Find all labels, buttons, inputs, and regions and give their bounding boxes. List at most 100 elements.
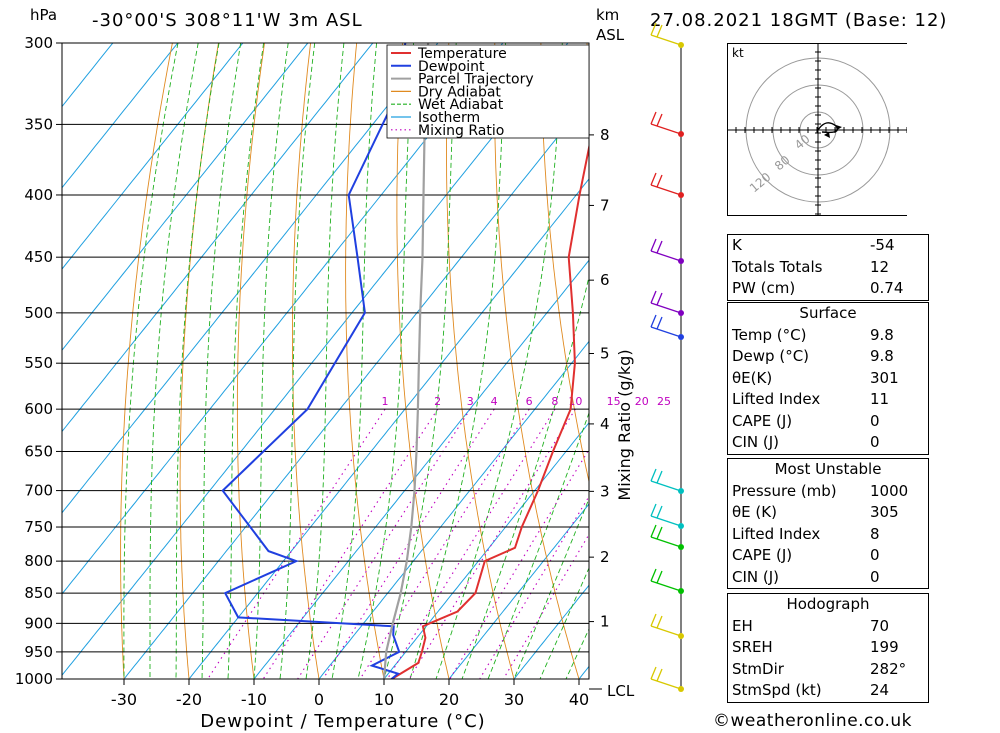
hodograph-stat-value: 24 [870, 681, 890, 699]
mixing-ratio-line [262, 408, 439, 679]
wind-barb [650, 515, 682, 527]
mixing-ratio-label: 25 [657, 395, 671, 408]
background-lines [62, 43, 720, 679]
height-unit-label: km [596, 6, 619, 24]
surface-value: 0 [870, 411, 880, 430]
mixing-ratio-label: 3 [467, 395, 474, 408]
height-tick-label: 4 [600, 415, 610, 433]
wind-barb [650, 678, 682, 690]
dewpoint-line [221, 43, 407, 679]
mixing-ratio-line [386, 408, 556, 679]
wet-adiabat-line [279, 43, 316, 679]
legend-entry: Parcel Trajectory [418, 72, 534, 88]
profiles [221, 43, 589, 679]
isotherm-line [62, 43, 439, 514]
pressure-label: 400 [24, 186, 53, 204]
legend-entry: Wet Adiabat [418, 97, 504, 113]
height-tick-label: 2 [600, 548, 610, 566]
mixing-ratio-label: 1 [382, 395, 389, 408]
height-tick-label: 1 [600, 613, 610, 631]
wind-barb-flag [650, 503, 657, 517]
most-unstable-value: 8 [870, 524, 880, 543]
hodograph-unit: kt [732, 46, 744, 60]
index-value: -54 [870, 236, 895, 254]
pressure-label: 500 [24, 304, 53, 322]
wind-barb [650, 536, 682, 548]
mixing-ratio-label: 20 [635, 395, 649, 408]
pressure-label: 550 [24, 354, 53, 372]
index-row: K -54 [728, 235, 928, 257]
wind-barb-flag [650, 666, 657, 680]
wet-adiabat-line [201, 43, 242, 679]
most-unstable-value: 305 [870, 503, 899, 521]
hodograph-stat-row: StmDir 282° [728, 659, 928, 681]
isotherm-line [62, 43, 309, 352]
hodograph-stat-row: EH 70 [728, 616, 928, 638]
isotherm-line [62, 43, 244, 270]
mixing-ratio-label: 4 [491, 395, 498, 408]
wind-barb [650, 625, 682, 637]
parcel-trajectory-line [382, 43, 430, 679]
wind-barb-flag [650, 238, 657, 252]
wind-barb-flag [656, 505, 663, 519]
wind-barb [650, 184, 682, 196]
pressure-label: 700 [24, 482, 53, 500]
temperature-tick-label: -20 [176, 690, 202, 709]
legend-entry: Dry Adiabat [418, 84, 501, 100]
indices-panel: K -54 Totals Totals 12 PW (cm) 0.74 [727, 234, 929, 301]
x-axis-title: Dewpoint / Temperature (°C) [200, 711, 485, 732]
hodograph-stat-label: StmSpd (kt) [732, 681, 822, 699]
temperature-tick-label: -30 [111, 690, 137, 709]
hodograph-stats-panel: Hodograph EH 70 SREH 199 StmDir 282° StmSpd (k… [727, 593, 929, 703]
hodograph-stat-value: 70 [870, 616, 890, 635]
pressure-label: 750 [24, 518, 53, 536]
wet-adiabat-line [539, 567, 589, 679]
lcl-label: LCL [607, 682, 635, 700]
mixing-ratio-label: 2 [434, 395, 441, 408]
most-unstable-row: CIN (J) 0 [728, 567, 928, 589]
mixing-ratio-line [359, 408, 530, 679]
hodograph-stat-value: 282° [870, 659, 907, 678]
wind-barb [650, 34, 682, 46]
pressure-label: 850 [24, 584, 53, 602]
pressure-label: 1000 [15, 670, 53, 688]
temperature-tick-label: -10 [241, 690, 267, 709]
surface-row: CIN (J) 0 [728, 432, 928, 454]
pressure-label: 300 [24, 34, 53, 52]
wind-barb-flag [656, 292, 663, 306]
index-label: PW (cm) [732, 279, 796, 297]
surface-row: Lifted Index 11 [728, 389, 928, 411]
surface-value: 301 [870, 368, 899, 387]
hodograph-trace [817, 122, 839, 134]
surface-value: 0 [870, 433, 880, 451]
surface-label: Temp (°C) [732, 325, 807, 344]
wind-profile [650, 22, 684, 692]
most-unstable-row: Lifted Index 8 [728, 524, 928, 546]
wet-adiabat-line [331, 43, 378, 679]
dry-adiabat-line [633, 43, 720, 679]
wind-barb [650, 326, 682, 338]
temperature-line [390, 142, 589, 679]
dry-adiabat-line [679, 43, 720, 679]
hodograph-stats-title: Hodograph [786, 595, 870, 613]
mixing-ratio-label: 15 [607, 395, 621, 408]
wind-barb-flag [650, 468, 657, 482]
mixing-ratio-line [297, 408, 471, 679]
wind-barb [650, 302, 682, 314]
wind-barb-flag [650, 613, 657, 627]
temperature-tick-label: 20 [439, 690, 459, 709]
pressure-unit-label: hPa [30, 6, 57, 24]
wind-barb-flag [656, 24, 663, 38]
legend-box [386, 44, 590, 139]
mixing-ratio-line [502, 533, 589, 679]
height-tick-label: 6 [600, 271, 610, 289]
hodograph-arrow [836, 125, 842, 130]
height-unit-label-asl: ASL [596, 26, 625, 44]
mixing-ratio-line [322, 408, 495, 679]
wet-adiabat-line [592, 43, 720, 679]
pressure-label: 600 [24, 400, 53, 418]
index-value: 0.74 [870, 279, 904, 297]
height-tick-label: 8 [600, 126, 610, 144]
y-axis-title-right: Mixing Ratio (g/kg) [615, 349, 634, 500]
